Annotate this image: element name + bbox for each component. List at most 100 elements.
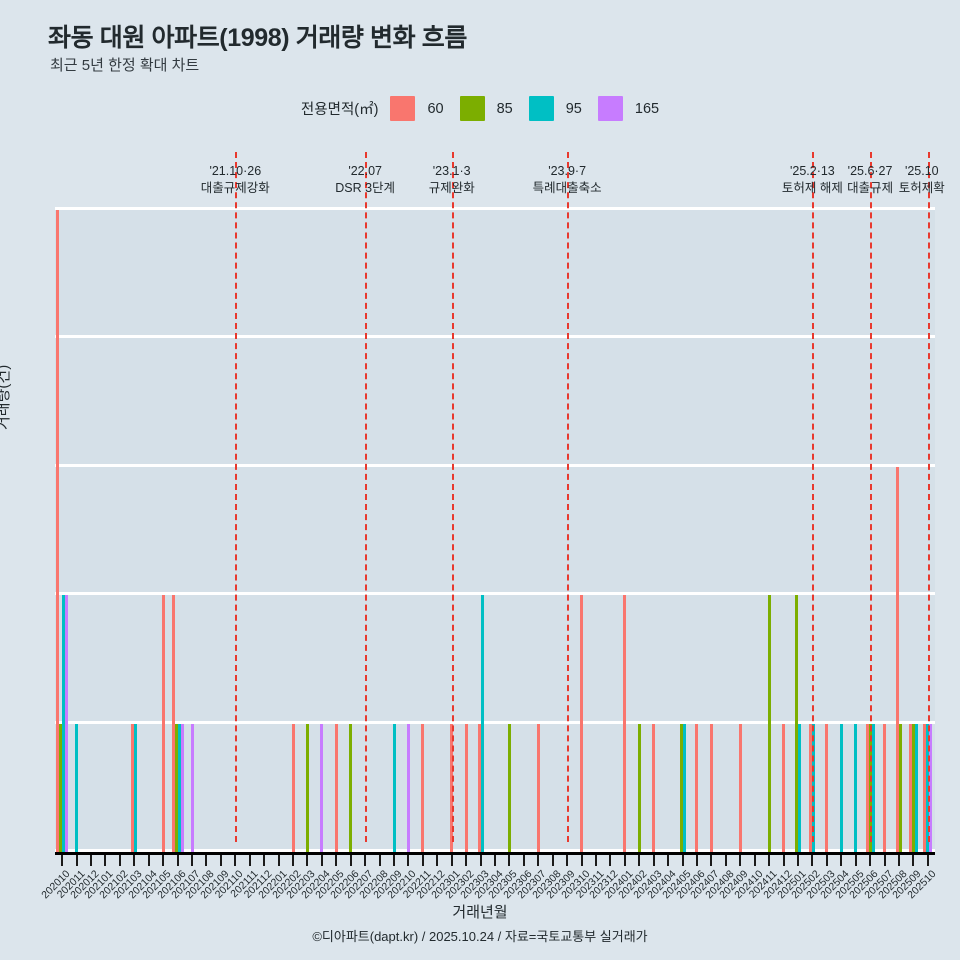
bar-202210-165[interactable] bbox=[406, 723, 410, 852]
bar-202010-165[interactable] bbox=[65, 595, 69, 852]
bar-202402-85[interactable] bbox=[637, 723, 641, 852]
bar-202504-95[interactable] bbox=[839, 723, 843, 852]
bar-202406-60[interactable] bbox=[695, 723, 699, 852]
event-date-202301: '23.1·3 bbox=[432, 164, 471, 178]
event-name-202301: 규제완화 bbox=[428, 181, 475, 195]
bar-202302-60[interactable] bbox=[464, 723, 468, 852]
x-tick-202502 bbox=[811, 855, 814, 866]
event-line-202502 bbox=[812, 152, 815, 842]
bar-202411-85[interactable] bbox=[767, 595, 771, 852]
bar-202407-60[interactable] bbox=[709, 723, 713, 852]
bar-202303-95[interactable] bbox=[480, 595, 484, 852]
bar-202509-85[interactable] bbox=[911, 723, 915, 852]
bar-202502-60[interactable] bbox=[809, 723, 813, 852]
event-date-202309: '23.9·7 bbox=[548, 164, 587, 178]
y-axis-title: 거래량(건) bbox=[0, 364, 12, 430]
bar-202205-60[interactable] bbox=[334, 723, 338, 852]
bar-202510-60[interactable] bbox=[923, 723, 927, 852]
bar-202505-95[interactable] bbox=[854, 723, 858, 852]
bar-202103-95[interactable] bbox=[134, 723, 138, 852]
x-tick-202111 bbox=[248, 855, 251, 866]
x-tick-202011 bbox=[75, 855, 78, 866]
x-tick-202101 bbox=[104, 855, 107, 866]
gridline-2 bbox=[55, 592, 935, 596]
bar-202310-60[interactable] bbox=[580, 595, 584, 852]
bar-202409-60[interactable] bbox=[738, 723, 742, 852]
bar-202501-95[interactable] bbox=[797, 723, 801, 852]
x-tick-202509 bbox=[912, 855, 915, 866]
bar-202010-95[interactable] bbox=[62, 595, 66, 852]
bar-202508-85[interactable] bbox=[898, 723, 902, 852]
event-label-202110: '21.10·26 대출규제강화 bbox=[201, 163, 270, 197]
x-tick-202210 bbox=[407, 855, 410, 866]
x-tick-202311 bbox=[594, 855, 597, 866]
x-tick-202510 bbox=[926, 855, 929, 866]
x-tick-202505 bbox=[854, 855, 857, 866]
x-tick-202404 bbox=[667, 855, 670, 866]
bar-202509-60[interactable] bbox=[908, 723, 912, 852]
x-tick-202503 bbox=[825, 855, 828, 866]
bar-202106-95[interactable] bbox=[177, 723, 181, 852]
x-tick-202304 bbox=[494, 855, 496, 866]
bar-202405-85[interactable] bbox=[679, 723, 683, 852]
bar-202303-60[interactable] bbox=[477, 723, 481, 852]
footer-credit: ©디아파트(dapt.kr) / 2025.10.24 / 자료=국토교통부 실… bbox=[312, 929, 648, 944]
x-tick-202106 bbox=[176, 855, 179, 866]
gridline-4 bbox=[55, 335, 935, 339]
x-tick-202301 bbox=[450, 855, 453, 866]
event-line-202506 bbox=[870, 152, 873, 842]
bar-202011-95[interactable] bbox=[75, 723, 79, 852]
bar-202510-165[interactable] bbox=[929, 723, 933, 852]
x-tick-202209 bbox=[393, 855, 396, 866]
event-label-202301: '23.1·3 규제완화 bbox=[429, 163, 475, 197]
legend-swatch-60 bbox=[390, 96, 416, 121]
x-tick-202501 bbox=[796, 855, 799, 866]
bar-202509-95[interactable] bbox=[914, 723, 918, 852]
bar-202412-60[interactable] bbox=[782, 723, 786, 852]
bar-202501-85[interactable] bbox=[794, 595, 798, 852]
bar-202405-95[interactable] bbox=[682, 723, 686, 852]
bar-202106-85[interactable] bbox=[174, 723, 178, 852]
x-tick-202408 bbox=[724, 855, 727, 866]
event-line-202510 bbox=[927, 152, 930, 842]
bar-202506-95[interactable] bbox=[871, 723, 875, 852]
legend-item-85[interactable]: 85 bbox=[459, 96, 529, 121]
bar-202503-60[interactable] bbox=[825, 723, 829, 852]
event-line-202207 bbox=[365, 152, 368, 842]
legend-item-60[interactable]: 60 bbox=[390, 96, 459, 121]
bar-202203-85[interactable] bbox=[305, 723, 309, 852]
bar-202506-60[interactable] bbox=[865, 723, 869, 852]
bar-202211-60[interactable] bbox=[421, 723, 425, 852]
event-label-202309: '23.9·7 특례대출축소 bbox=[533, 163, 602, 197]
bar-202307-60[interactable] bbox=[536, 723, 540, 852]
x-tick-202202 bbox=[292, 855, 295, 866]
x-tick-202211 bbox=[421, 855, 424, 866]
bar-202010-85[interactable] bbox=[59, 723, 63, 852]
bar-202105-60[interactable] bbox=[161, 595, 165, 852]
bar-202508-60[interactable] bbox=[895, 466, 899, 852]
event-label-202506: '25.6·27 대출규제 bbox=[847, 163, 893, 197]
bar-202106-165[interactable] bbox=[180, 723, 184, 852]
x-tick-202504 bbox=[840, 855, 843, 866]
bar-202106-60[interactable] bbox=[171, 595, 175, 852]
legend-item-165[interactable]: 165 bbox=[597, 96, 659, 121]
x-tick-202402 bbox=[638, 855, 641, 866]
bar-202107-165[interactable] bbox=[190, 723, 194, 852]
bar-202206-85[interactable] bbox=[349, 723, 353, 852]
bar-202202-60[interactable] bbox=[291, 723, 295, 852]
bar-202204-165[interactable] bbox=[320, 723, 324, 852]
x-tick-202407 bbox=[710, 855, 713, 866]
bar-202010-60[interactable] bbox=[56, 210, 60, 852]
bar-202403-60[interactable] bbox=[652, 723, 656, 852]
bar-202305-85[interactable] bbox=[507, 723, 511, 852]
bar-202209-95[interactable] bbox=[392, 723, 396, 852]
x-tick-202203 bbox=[306, 855, 309, 866]
event-date-202502: '25.2·13 bbox=[789, 164, 835, 178]
bar-202401-60[interactable] bbox=[623, 595, 627, 852]
bar-202507-60[interactable] bbox=[883, 723, 886, 852]
event-name-202506: 대출규제 bbox=[847, 181, 894, 195]
legend-item-95[interactable]: 95 bbox=[528, 96, 598, 121]
x-tick-202208 bbox=[378, 855, 381, 866]
bar-202103-60[interactable] bbox=[131, 723, 135, 852]
